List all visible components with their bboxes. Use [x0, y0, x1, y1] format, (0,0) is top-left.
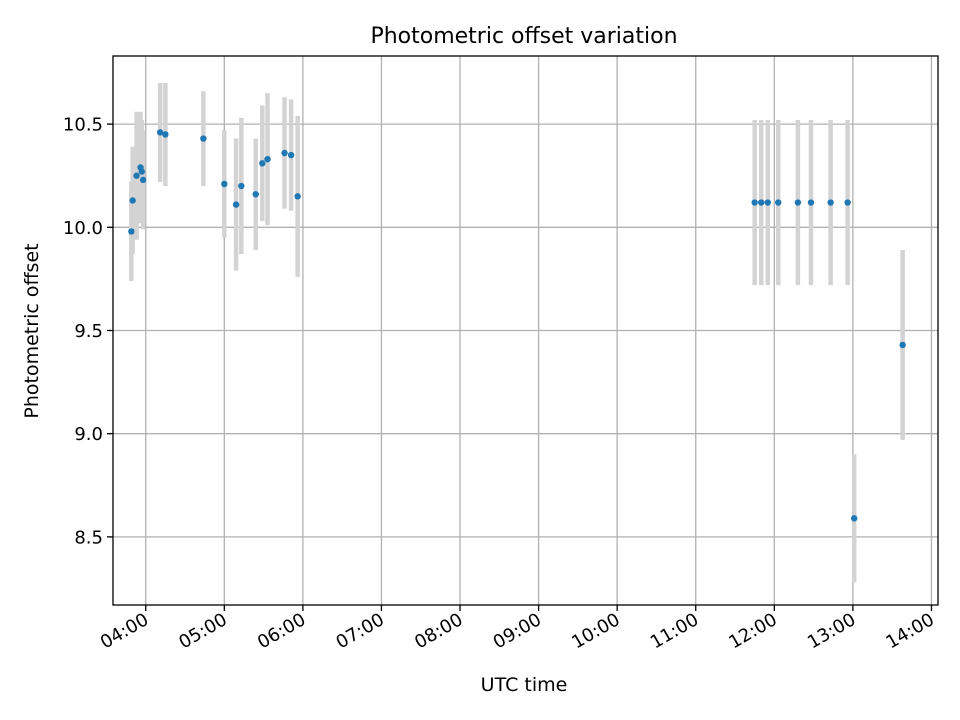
y-tick-label: 8.5 — [74, 527, 103, 548]
data-point — [264, 155, 271, 163]
grid-layer — [113, 56, 938, 605]
data-point — [156, 129, 164, 136]
data-point — [252, 191, 259, 198]
data-point — [129, 197, 136, 204]
y-tick-label: 10.0 — [63, 218, 103, 239]
x-tick-label: 09:00 — [490, 609, 545, 653]
point-layer — [128, 129, 906, 522]
x-tick-label: 14:00 — [883, 609, 938, 653]
x-tick-label: 08:00 — [411, 609, 466, 653]
data-point — [287, 151, 295, 159]
y-tick-label: 10.5 — [63, 115, 103, 136]
data-point — [764, 199, 771, 206]
x-tick-label: 07:00 — [333, 609, 388, 653]
chart-title: Photometric offset variation — [370, 24, 677, 49]
data-point — [827, 199, 834, 206]
data-point — [899, 341, 906, 349]
data-point — [850, 515, 858, 522]
data-point — [162, 131, 169, 138]
x-tick-label: 05:00 — [175, 609, 230, 653]
data-point — [221, 180, 228, 188]
x-tick-label: 06:00 — [254, 609, 309, 653]
data-point — [281, 149, 288, 157]
data-point — [138, 168, 146, 175]
data-point — [844, 199, 851, 206]
data-point — [200, 135, 207, 142]
y-axis-label: Photometric offset — [21, 243, 43, 418]
data-point — [294, 193, 301, 200]
y-tick-label: 9.5 — [74, 321, 103, 342]
data-point — [128, 228, 135, 235]
x-tick-label: 10:00 — [568, 609, 623, 653]
y-tick-label: 9.0 — [74, 424, 103, 445]
data-point — [259, 160, 266, 167]
data-point — [807, 199, 815, 206]
errorbar-layer — [129, 82, 905, 583]
x-axis-label: UTC time — [481, 674, 568, 696]
data-point — [758, 199, 765, 206]
data-point — [794, 199, 802, 206]
x-tick-label: 04:00 — [97, 609, 152, 653]
x-tick-label: 11:00 — [647, 609, 702, 653]
data-point — [238, 182, 245, 190]
x-tick-label: 13:00 — [804, 609, 859, 653]
data-point — [775, 199, 782, 206]
data-point — [232, 201, 240, 208]
data-point — [751, 199, 758, 206]
data-point — [133, 172, 140, 179]
x-tick-label: 12:00 — [725, 609, 780, 653]
data-point — [139, 176, 147, 184]
tick-layer: 04:00 05:00 06:00 07:00 08:00 09:00 10:00 11:00… — [63, 115, 938, 654]
